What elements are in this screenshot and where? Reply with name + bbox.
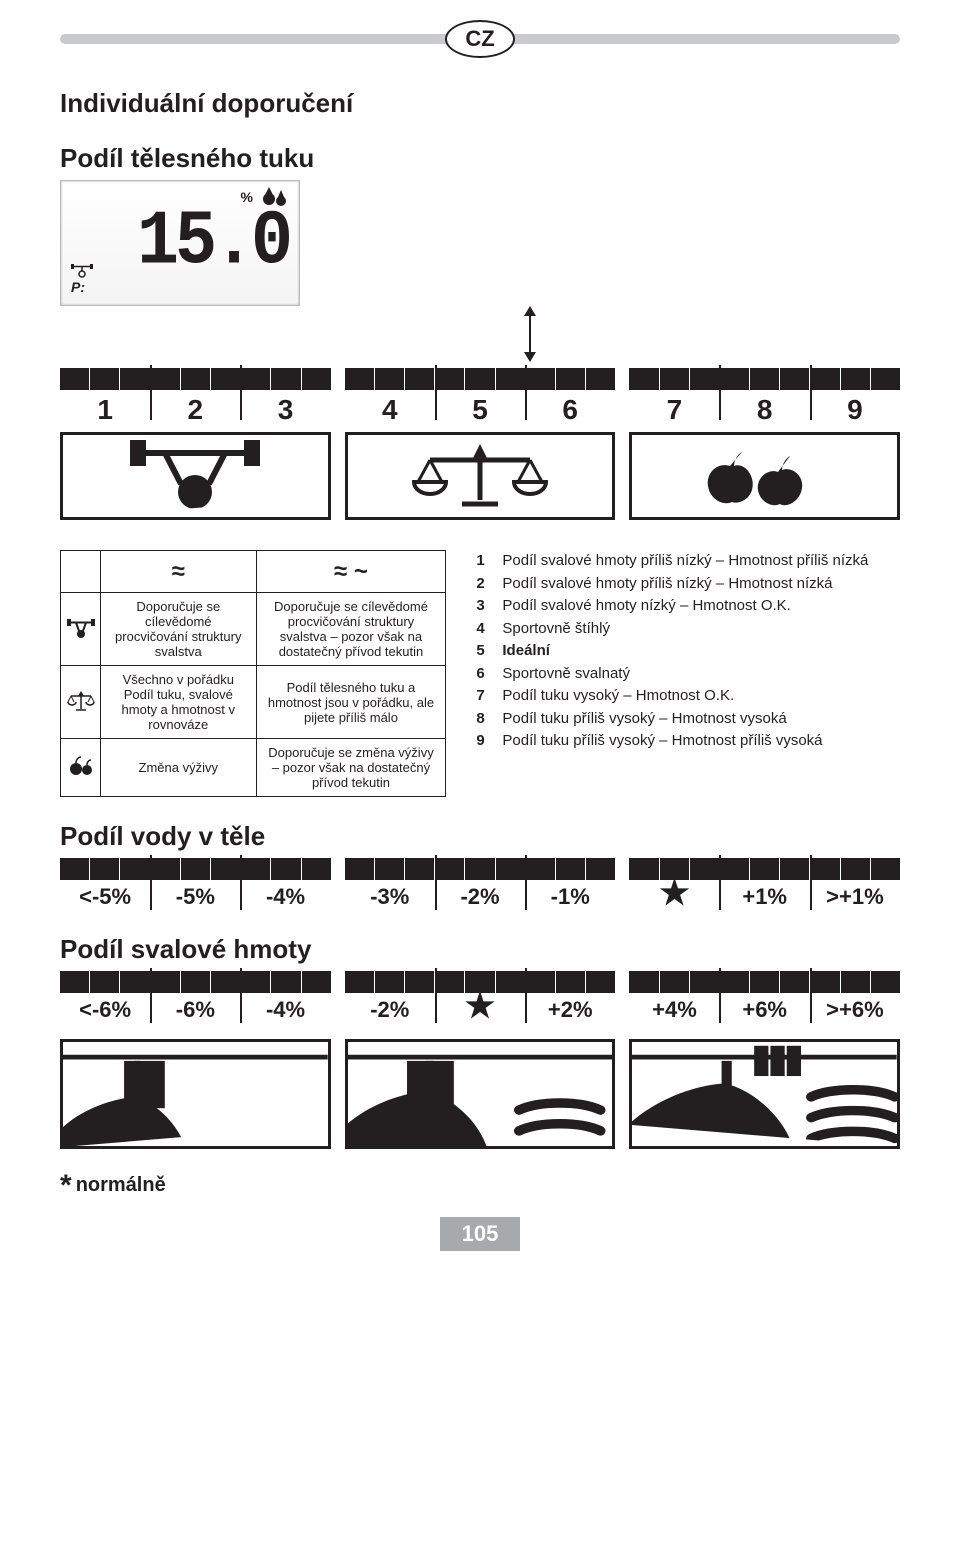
table-symbol: ≈ [101,551,257,593]
page-number: 105 [440,1217,520,1251]
legend-text: Podíl svalové hmoty příliš nízký – Hmotn… [502,573,832,596]
legend-text: Podíl tuku příliš vysoký – Hmotnost vyso… [502,708,786,731]
pct-star-icon: ★ [435,997,525,1023]
lcd-value: 15.0 [101,206,289,283]
pct-star-icon: ★ [629,884,719,910]
illus-medium [345,1039,616,1149]
language-badge-row: CZ [60,20,900,58]
table-cell: Doporučuje se cílevědomé procvičování st… [101,593,257,666]
pct-label: -3% [345,884,435,910]
pct-label: +6% [720,997,810,1023]
pct-label: >+1% [810,884,900,910]
pct-label: <-5% [60,884,150,910]
panel-balance [345,432,616,520]
pct-label: -5% [150,884,240,910]
legend-num: 3 [476,595,492,618]
table-cell: Podíl tělesného tuku a hmotnost jsou v p… [256,666,446,739]
legend-list: 1 Podíl svalové hmoty příliš nízký – Hmot… [476,550,900,753]
pct-label: -2% [345,997,435,1023]
pct-label: -4% [240,884,330,910]
water-scale-bars [60,858,900,880]
scale-num: 6 [525,394,615,426]
heading-water: Podíl vody v těle [60,821,900,852]
legend-num: 6 [476,663,492,686]
legend-text: Podíl tuku vysoký – Hmotnost O.K. [502,685,734,708]
scale-num: 3 [240,394,330,426]
pct-label: +1% [720,884,810,910]
legend-text: Sportovně štíhlý [502,618,610,641]
legend-text: Podíl svalové hmoty příliš nízký – Hmotn… [502,550,868,573]
legend-num: 5 [476,640,492,663]
pct-label: +4% [629,997,719,1023]
balance-scale-icon [400,438,560,514]
pct-label: -4% [240,997,330,1023]
scale-num: 1 [60,394,150,426]
table-cell: Doporučuje se změna výživy – pozor však … [256,739,446,797]
fat-scale-bars [60,368,900,390]
pct-label: -6% [150,997,240,1023]
bar-group-1 [60,368,331,390]
table-cell: Doporučuje se cílevědomé procvičování st… [256,593,446,666]
barbell-mini-icon [71,261,93,279]
legend-num: 1 [476,550,492,573]
illus-light [60,1039,331,1149]
double-arrow-icon [160,306,900,362]
fat-scale-numbers: 123 456 789 [60,394,900,426]
footnote-text: normálně [76,1174,166,1196]
lcd-display: % 15.0 P: [60,180,300,306]
illus-heavy [629,1039,900,1149]
pct-label: -2% [435,884,525,910]
footnote-star-icon: * [60,1169,72,1202]
scale-num: 4 [345,394,435,426]
legend-text: Podíl tuku příliš vysoký – Hmotnost příl… [502,730,822,753]
language-badge: CZ [445,20,514,58]
muscle-labels-row: <-6%-6%-4% -2%★+2% +4%+6%>+6% [60,997,900,1023]
panel-exercise [60,432,331,520]
table-cell: Změna výživy [101,739,257,797]
heading-muscle: Podíl svalové hmoty [60,934,900,965]
footnote: *normálně [60,1169,900,1203]
scale-num: 8 [720,394,810,426]
legend-num: 9 [476,730,492,753]
water-labels-row: <-5%-5%-4% -3%-2%-1% ★+1%>+1% [60,884,900,910]
legend-text: Podíl svalové hmoty nízký – Hmotnost O.K… [502,595,790,618]
row-icon-exercise [61,593,101,666]
scale-num: 2 [150,394,240,426]
row-icon-nutrition [61,739,101,797]
heading-individual: Individuální doporučení [60,88,900,119]
category-icon-panels [60,432,900,520]
legend-text: Ideální [502,640,550,663]
table-symbol: ≈ ~ [256,551,446,593]
recommendation-table: ≈ ≈ ~ Doporučuje se cílevědomé procvičov… [60,550,446,797]
table-cell: Všechno v pořádku Podíl tuku, svalové hm… [101,666,257,739]
bar-group-3 [629,368,900,390]
heading-fat: Podíl tělesného tuku [60,143,900,174]
row-icon-balance [61,666,101,739]
pct-label: <-6% [60,997,150,1023]
bar-group-2 [345,368,616,390]
pct-label: -1% [525,884,615,910]
legend-num: 8 [476,708,492,731]
legend-text: Sportovně svalnatý [502,663,630,686]
scale-num: 7 [629,394,719,426]
muscle-scale-bars [60,971,900,993]
legend-num: 2 [476,573,492,596]
pct-label: >+6% [810,997,900,1023]
scale-num: 5 [435,394,525,426]
panel-nutrition [629,432,900,520]
pct-label: +2% [525,997,615,1023]
scale-num: 9 [810,394,900,426]
muscle-illustration-panels [60,1039,900,1149]
legend-num: 4 [476,618,492,641]
legend-num: 7 [476,685,492,708]
